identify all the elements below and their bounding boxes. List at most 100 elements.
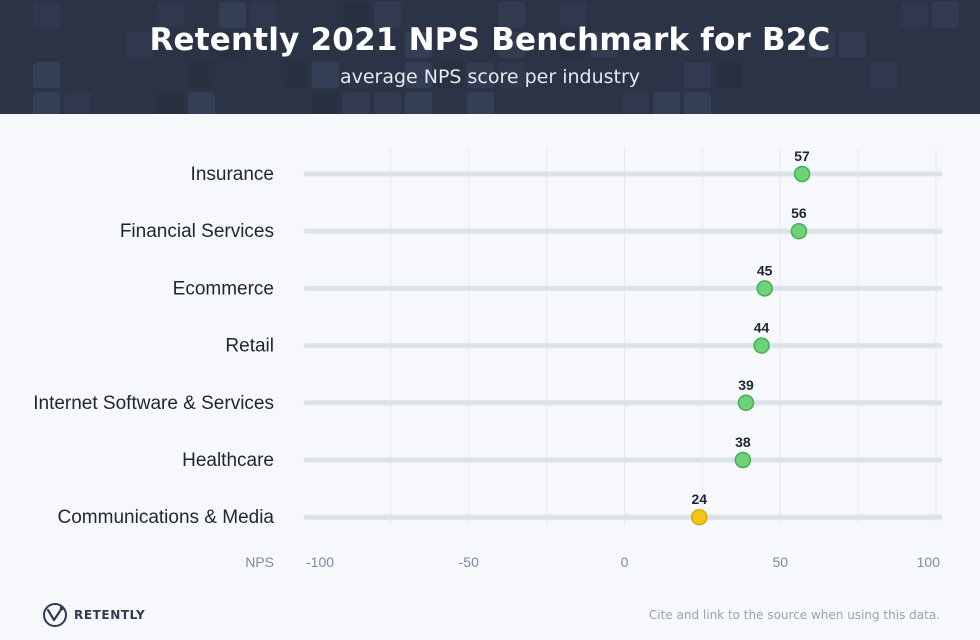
- header-pattern-tile: [33, 2, 60, 28]
- header-pattern-tile: [33, 32, 60, 58]
- x-tick-label: -100: [306, 554, 334, 570]
- header-pattern-tile: [33, 62, 60, 88]
- header-pattern-tile: [343, 2, 370, 28]
- header-pattern-tile: [219, 32, 246, 58]
- logo-text: RETENTLY: [74, 608, 146, 622]
- data-point: [756, 280, 773, 297]
- header-pattern-tile: [498, 62, 525, 88]
- header-pattern-tile: [870, 62, 897, 88]
- header-pattern-tile: [498, 32, 525, 58]
- header-pattern-tile: [901, 2, 928, 28]
- header-pattern-tile: [405, 92, 432, 114]
- chart-title: Retently 2021 NPS Benchmark for B2C: [149, 22, 831, 58]
- header-pattern-tile: [312, 92, 339, 114]
- retently-logo[interactable]: RETENTLY: [42, 602, 145, 628]
- header-pattern-tile: [95, 92, 122, 114]
- data-point: [737, 394, 755, 412]
- header-pattern-tile: [64, 92, 91, 114]
- header-background-pattern: [2, 2, 980, 114]
- header-pattern-tile: [498, 2, 525, 28]
- retently-logo-icon: [43, 603, 67, 627]
- header-pattern-tile: [963, 62, 980, 88]
- header-pattern-tile: [126, 32, 153, 58]
- header-pattern-tile: [560, 32, 587, 58]
- header-pattern-tile: [684, 92, 711, 114]
- data-point: [793, 165, 811, 183]
- header-pattern-tile: [188, 92, 215, 114]
- header-pattern-tile: [684, 32, 711, 58]
- header-pattern-tile: [33, 92, 60, 114]
- header-pattern-tile: [467, 92, 494, 114]
- source-note: Cite and link to the source when using t…: [648, 608, 940, 622]
- header-pattern-tile: [374, 92, 401, 114]
- data-label: 24: [691, 491, 707, 507]
- category-label: Internet Software & Services: [33, 393, 274, 414]
- header-pattern-tile: [157, 2, 184, 28]
- header-pattern-tile: [436, 2, 463, 28]
- header-pattern-tile: [2, 92, 29, 114]
- header-pattern-tile: [808, 32, 835, 58]
- header-pattern-tile: [777, 62, 804, 88]
- data-point: [734, 451, 752, 469]
- category-label: Healthcare: [182, 450, 274, 471]
- header-pattern-tile: [405, 32, 432, 58]
- header-pattern-tile: [808, 2, 835, 28]
- header-pattern-tile: [684, 62, 711, 88]
- category-label: Ecommerce: [173, 278, 274, 299]
- chart-area: Insurance 57 Financial Services 56 Ecommerce…: [0, 114, 980, 584]
- header-pattern-tile: [436, 62, 463, 88]
- header-pattern-tile: [281, 62, 308, 88]
- category-label: Financial Services: [120, 221, 274, 242]
- header-pattern-tile: [64, 62, 91, 88]
- header-pattern-tile: [963, 32, 980, 58]
- data-label: 45: [757, 262, 773, 278]
- header-pattern-tile: [839, 92, 866, 114]
- data-point: [753, 337, 770, 354]
- header-banner: Retently 2021 NPS Benchmark for B2C aver…: [0, 0, 980, 114]
- header-pattern-tile: [622, 92, 649, 114]
- header-pattern-tile: [343, 62, 370, 88]
- header-pattern-tile: [684, 2, 711, 28]
- x-tick-label: 0: [621, 554, 629, 570]
- category-label: Retail: [225, 336, 274, 357]
- header-pattern-tile: [839, 32, 866, 58]
- header-pattern-tile: [436, 32, 463, 58]
- header-pattern-tile: [374, 2, 401, 28]
- x-tick-label: 100: [917, 554, 941, 570]
- header-pattern-tile: [405, 62, 432, 88]
- x-axis-label: NPS: [245, 554, 274, 570]
- nps-chart: Insurance 57 Financial Services 56 Ecommerce…: [33, 148, 943, 570]
- header-pattern-tile: [343, 92, 370, 114]
- header-pattern-tile: [188, 62, 215, 88]
- data-point: [691, 508, 708, 526]
- data-label: 39: [738, 377, 754, 393]
- data-label: 38: [735, 434, 751, 450]
- header-pattern-tile: [467, 62, 494, 88]
- header-pattern-tile: [653, 92, 680, 114]
- header-pattern-tile: [250, 2, 277, 28]
- x-tick-label: -50: [459, 554, 479, 570]
- data-point: [790, 222, 808, 240]
- footer: RETENTLY Cite and link to the source whe…: [0, 596, 980, 636]
- category-label: Insurance: [191, 164, 274, 185]
- header-pattern-tile: [560, 2, 587, 28]
- header-pattern-tile: [932, 2, 959, 28]
- header-pattern-tile: [312, 62, 339, 88]
- header-pattern-tile: [343, 32, 370, 58]
- header-pattern-tile: [870, 32, 897, 58]
- header-pattern-tile: [746, 92, 773, 114]
- header-pattern-tile: [374, 62, 401, 88]
- header-pattern-tile: [2, 2, 29, 28]
- category-label: Communications & Media: [58, 507, 275, 528]
- x-tick-label: 50: [772, 554, 788, 570]
- header-pattern-tile: [157, 92, 184, 114]
- header-pattern-tile: [591, 2, 618, 28]
- header-pattern-tile: [715, 2, 742, 28]
- data-label: 44: [754, 320, 770, 336]
- chart-subtitle: average NPS score per industry: [339, 66, 641, 88]
- header-pattern-tile: [715, 62, 742, 88]
- header-pattern-tile: [219, 2, 246, 28]
- data-label: 57: [794, 148, 810, 164]
- header-pattern-tile: [591, 32, 618, 58]
- data-label: 56: [791, 205, 807, 221]
